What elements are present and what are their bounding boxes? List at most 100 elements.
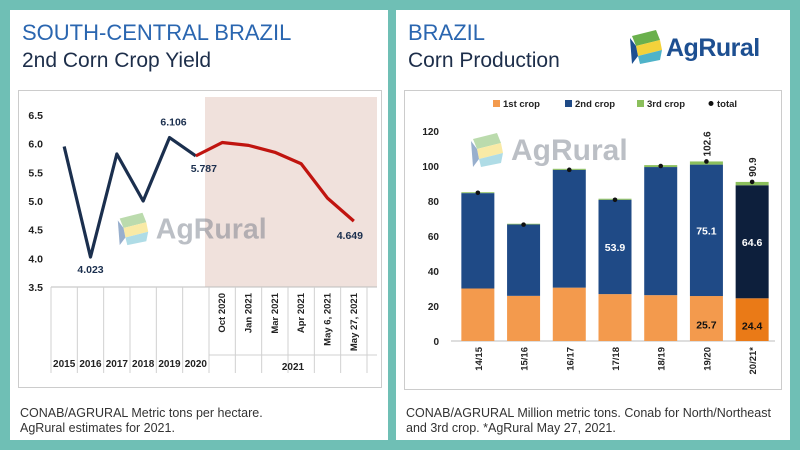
- total-marker: [612, 197, 618, 203]
- bar-segment-1st-crop: [598, 294, 632, 341]
- y-tick-label: 60: [428, 232, 440, 243]
- watermark-leaf-icon: [477, 143, 503, 159]
- y-tick-label: 6.0: [28, 139, 43, 151]
- watermark-leaf-icon: [117, 220, 126, 246]
- x-tick-label: 14/15: [474, 346, 485, 370]
- yield-chart-frame: 6.5 6.0 5.5 5.0 4.5 4.0 3.5 AgRural 2015 2016 2017…: [18, 90, 382, 388]
- data-label: 6.106: [160, 117, 186, 129]
- data-label: 4.023: [77, 264, 103, 276]
- yield-footnote: CONAB/AGRURAL Metric tons per hectare. A…: [20, 406, 395, 436]
- bar-segment-1st-crop: [735, 298, 769, 341]
- x-tick-label: 15/16: [520, 347, 531, 371]
- y-tick-label: 5.0: [28, 196, 43, 208]
- y-tick-label: 100: [422, 162, 439, 173]
- agrural-logo-text: AgRural: [666, 34, 760, 62]
- total-data-label: 90.9: [748, 157, 759, 177]
- watermark-leaf-icon: [123, 222, 149, 238]
- bar-data-label: 64.6: [742, 237, 763, 249]
- y-tick-label: 6.5: [28, 110, 43, 122]
- production-footnote-line1: CONAB/AGRURAL Million metric tons. Conab…: [406, 406, 771, 420]
- legend: 1st crop 2nd crop 3rd crop total: [493, 99, 737, 110]
- total-marker: [521, 222, 526, 227]
- agrural-watermark: AgRural: [471, 133, 628, 167]
- total-data-label: 102.6: [702, 131, 713, 156]
- bar-segment-1st-crop: [461, 288, 495, 341]
- bar-segment-1st-crop: [507, 295, 541, 341]
- legend-swatch: [493, 100, 500, 107]
- x-tick-label: 17/18: [611, 347, 622, 371]
- total-marker: [475, 190, 481, 196]
- y-tick-label: 4.0: [28, 253, 43, 265]
- legend-label: total: [717, 99, 737, 110]
- x-tick-label: 2017: [106, 359, 129, 370]
- bar-segment-1st-crop: [552, 287, 586, 341]
- bar-data-label: 24.4: [742, 321, 763, 333]
- yield-chart: 6.5 6.0 5.5 5.0 4.5 4.0 3.5 AgRural 2015 2016 2017…: [28, 97, 377, 373]
- x-tick-label: May 6, 2021: [323, 292, 334, 346]
- data-label: 4.649: [337, 230, 363, 242]
- x-tick-label: 18/19: [657, 347, 668, 371]
- x-tick-label: 2016: [79, 359, 102, 370]
- x-tick-label: 2019: [158, 359, 181, 370]
- agrural-logo-icon: [630, 30, 662, 64]
- x-tick-label: Apr 2021: [296, 292, 307, 333]
- x-tick-label: Mar 2021: [270, 292, 281, 333]
- yield-footnote-line1: CONAB/AGRURAL Metric tons per hectare.: [20, 406, 263, 420]
- yield-title: SOUTH-CENTRAL BRAZIL: [22, 20, 292, 45]
- watermark-leaf-icon: [471, 141, 479, 167]
- legend-swatch: [637, 100, 644, 107]
- watermark-leaf-icon: [473, 133, 501, 149]
- y-tick-label: 3.5: [28, 282, 43, 294]
- production-footnote-line2: and 3rd crop. *AgRural May 27, 2021.: [406, 421, 616, 435]
- x-tick-label: 2015: [53, 359, 76, 370]
- y-tick-label: 0: [433, 337, 439, 348]
- yield-panel: SOUTH-CENTRAL BRAZIL 2nd Corn Crop Yield…: [10, 10, 388, 440]
- legend-total-marker: [708, 101, 714, 106]
- agrural-watermark: AgRural: [117, 212, 267, 246]
- watermark-leaf-icon: [479, 153, 503, 167]
- y-tick-label: 4.5: [28, 225, 43, 237]
- x-tick-label: 20/21*: [748, 347, 759, 375]
- bar-segment-2nd-crop: [689, 164, 723, 297]
- bar-segment-1st-crop: [689, 296, 723, 341]
- estimate-region-shade: [205, 97, 377, 287]
- group-label: 2021: [282, 362, 305, 373]
- bar-segment-2nd-crop: [735, 185, 769, 299]
- bar-data-label: 75.1: [696, 225, 717, 237]
- x-tick-label: May 27, 2021: [349, 292, 360, 351]
- x-tick-label: 19/20: [702, 347, 713, 371]
- bar-segment-1st-crop: [644, 295, 678, 341]
- series-line-final: [62, 135, 197, 259]
- production-title: BRAZIL: [408, 20, 486, 45]
- y-tick-label: 40: [428, 267, 440, 278]
- watermark-text: AgRural: [511, 134, 628, 167]
- watermark-text: AgRural: [156, 213, 267, 245]
- legend-swatch: [565, 100, 572, 107]
- legend-label: 2nd crop: [575, 99, 615, 110]
- x-tick-label: 2020: [185, 359, 208, 370]
- total-marker: [749, 179, 755, 185]
- series-line-2021-estimates: [195, 140, 355, 223]
- total-marker: [566, 167, 572, 173]
- bar-segment-2nd-crop: [461, 193, 495, 289]
- x-tick-label: 2018: [132, 359, 155, 370]
- yield-subtitle: 2nd Corn Crop Yield: [22, 49, 212, 72]
- bar-data-label: 25.7: [696, 320, 717, 332]
- y-tick-label: 20: [428, 302, 440, 313]
- legend-label: 3rd crop: [647, 99, 685, 110]
- bar-segment-2nd-crop: [644, 167, 678, 296]
- bar-segment-2nd-crop: [598, 199, 632, 295]
- production-subtitle: Corn Production: [408, 49, 560, 72]
- bar-segment-2nd-crop: [507, 224, 541, 296]
- y-tick-label: 120: [422, 127, 439, 138]
- production-footnote: CONAB/AGRURAL Million metric tons. Conab…: [406, 406, 781, 436]
- legend-label: 1st crop: [503, 99, 540, 110]
- y-tick-label: 5.5: [28, 167, 43, 179]
- production-chart-frame: 1st crop 2nd crop 3rd crop total 0 20 40 60 80 10…: [404, 90, 782, 390]
- x-tick-label: 16/17: [565, 347, 576, 371]
- total-marker: [658, 163, 664, 169]
- bar-segment-2nd-crop: [552, 169, 586, 288]
- x-tick-label: Oct 2020: [217, 293, 228, 333]
- agrural-logo: AgRural: [626, 26, 776, 72]
- watermark-leaf-icon: [125, 231, 149, 246]
